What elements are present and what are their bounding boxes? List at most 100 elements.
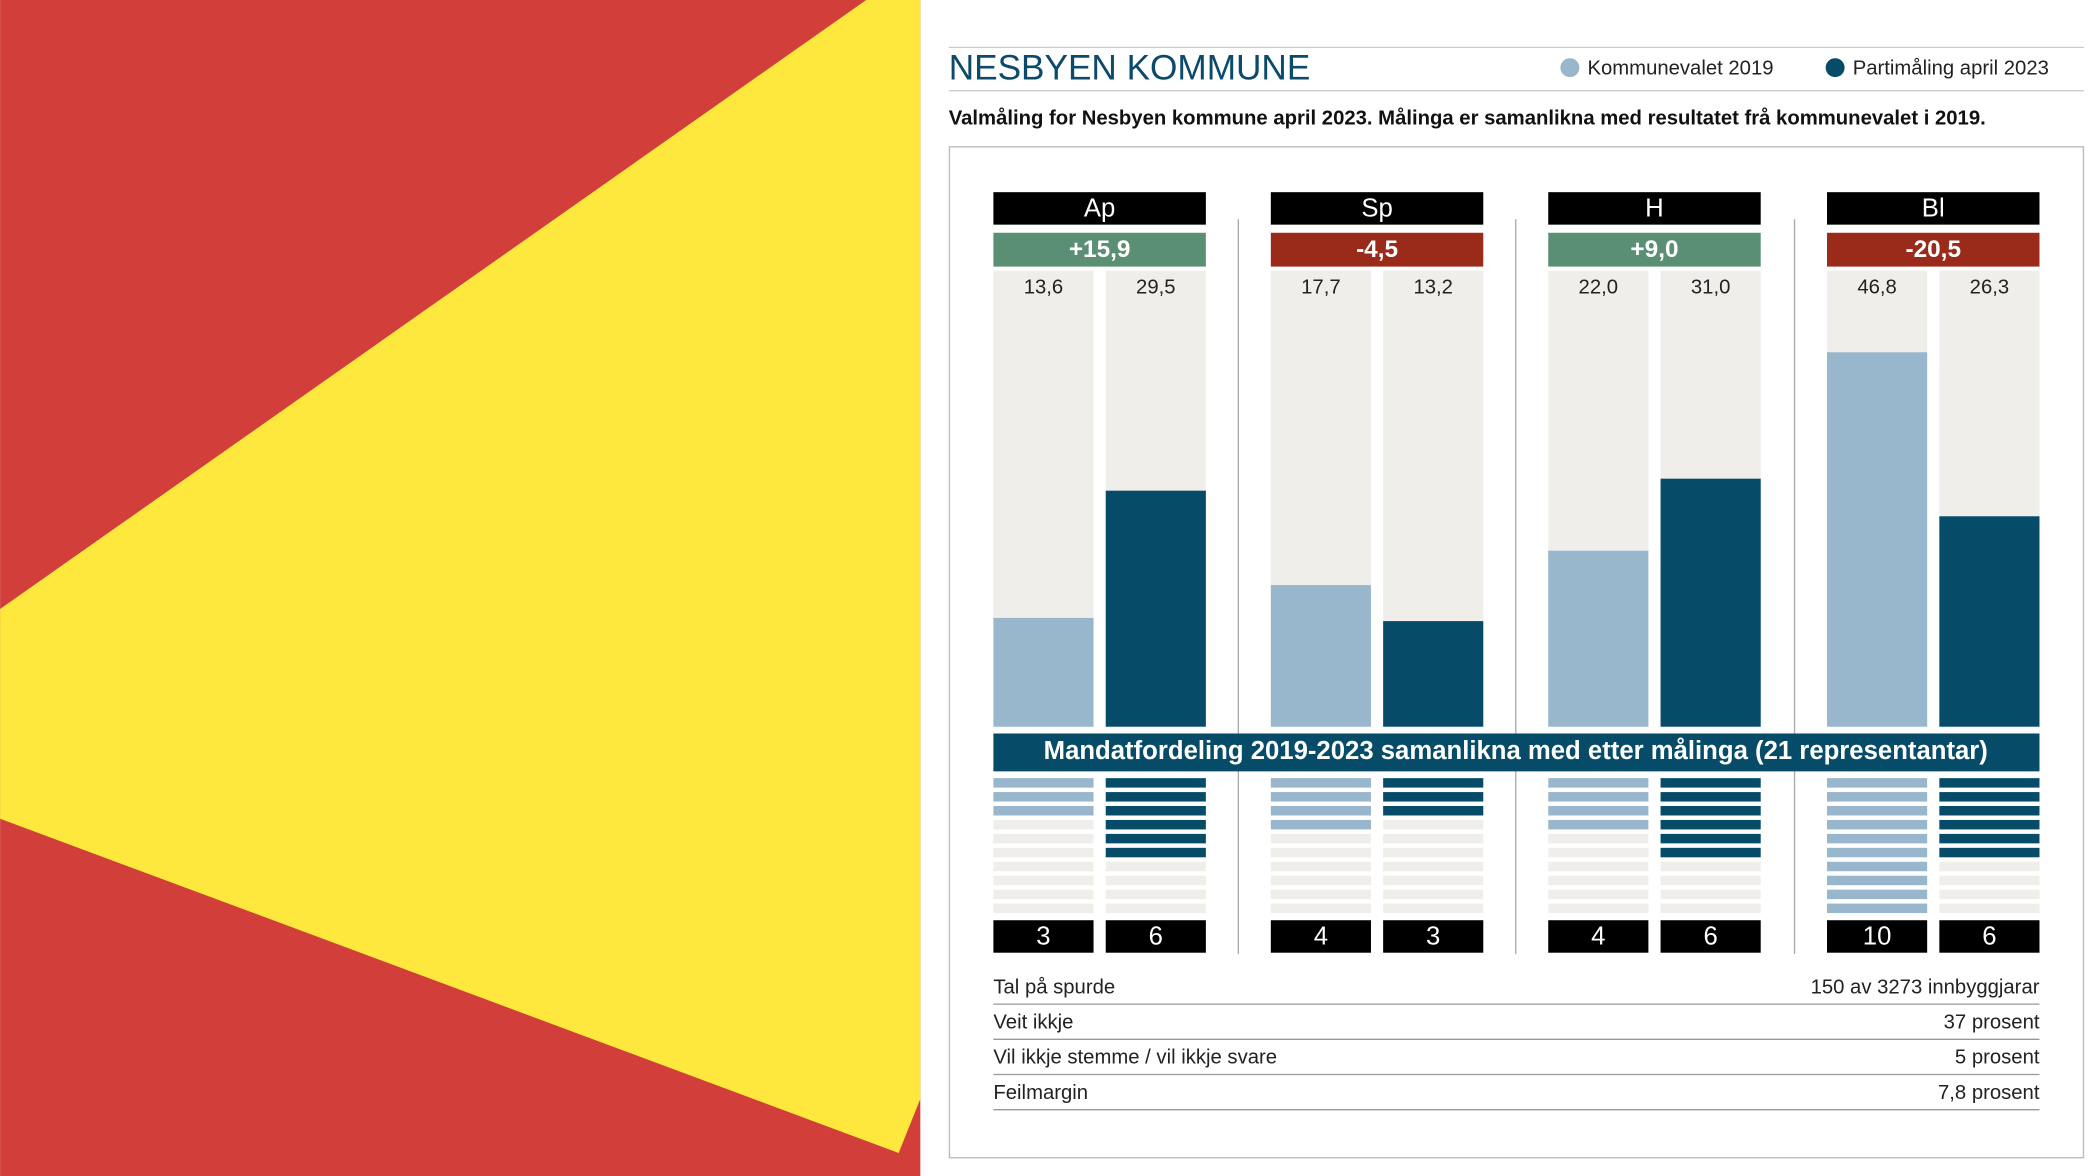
bar: [1270, 585, 1371, 727]
seat-count: 3: [1036, 923, 1050, 951]
change-box: [1827, 232, 2040, 267]
seat-slot: [1270, 903, 1371, 914]
fact-label: Feilmargin: [993, 1082, 1088, 1104]
seat-slot: [1270, 833, 1371, 844]
seat-slot: [1105, 889, 1206, 900]
seat-slot: [993, 903, 1094, 914]
seat-slot: [1548, 889, 1649, 900]
fact-value: 37 prosent: [1944, 1011, 2040, 1033]
seat-slot: [1548, 861, 1649, 872]
seat-count: 10: [1863, 923, 1892, 951]
seat-slot: [1383, 903, 1484, 914]
seat-count: 6: [1703, 923, 1717, 951]
seat: [1660, 833, 1761, 844]
seat: [993, 778, 1094, 788]
seat-slot: [1548, 875, 1649, 886]
legend-label: Partimåling april 2023: [1853, 57, 2049, 79]
seat: [1105, 778, 1206, 788]
seat-slot: [1105, 861, 1206, 872]
seat-count: 3: [1426, 923, 1440, 951]
seat-slot: [1383, 861, 1484, 872]
value-label: 13,6: [1024, 277, 1063, 299]
seat: [1383, 806, 1484, 816]
bar: [1827, 352, 1928, 727]
party-header: [1827, 192, 2040, 225]
seat-slot: [1105, 875, 1206, 886]
seat: [1660, 847, 1761, 858]
seat: [1270, 819, 1371, 830]
subtitle: Valmåling for Nesbyen kommune april 2023…: [949, 106, 1986, 129]
seat-slot: [1270, 875, 1371, 886]
seat-slot: [1548, 833, 1649, 844]
change-box: [1548, 232, 1761, 267]
bar: [1548, 550, 1649, 727]
seat-slot: [1660, 861, 1761, 872]
seat: [1827, 819, 1928, 830]
seat-box: [1270, 920, 1371, 953]
change-label: +9,0: [1630, 236, 1678, 263]
seat-slot: [993, 847, 1094, 858]
seat-box: [1827, 920, 1928, 953]
seat: [1827, 792, 1928, 802]
seat: [1827, 778, 1928, 788]
seat: [1105, 833, 1206, 844]
seat-slot: [1939, 875, 2040, 886]
seat-slot: [1660, 903, 1761, 914]
seat: [1270, 778, 1371, 788]
fact-value: 5 prosent: [1955, 1047, 2040, 1069]
seat: [1548, 819, 1649, 830]
seat-box: [1660, 920, 1761, 953]
seat-banner: [993, 733, 2040, 772]
legend-marker: [1560, 58, 1580, 78]
seat-slot: [1105, 903, 1206, 914]
seat-slot: [993, 875, 1094, 886]
seat: [1939, 833, 2040, 844]
seat-slot: [993, 833, 1094, 844]
fact-label: Veit ikkje: [993, 1011, 1073, 1033]
party-label: Bl: [1922, 195, 1945, 223]
seat-slot: [993, 861, 1094, 872]
seat-title: Mandatfordeling 2019-2023 samanlikna med…: [1044, 737, 1988, 765]
frame: [948, 146, 2085, 1159]
background-art: [0, 0, 921, 1153]
seat-slot: [1270, 889, 1371, 900]
seat-box: [1939, 920, 2040, 953]
seat-box: [1548, 920, 1649, 953]
seat: [1383, 778, 1484, 788]
legend-label: Kommunevalet 2019: [1587, 57, 1773, 79]
party-label: Sp: [1361, 195, 1392, 223]
change-label: -4,5: [1356, 236, 1398, 263]
seat: [1827, 847, 1928, 858]
seat: [1660, 778, 1761, 788]
bar: [1105, 490, 1206, 727]
seat: [1548, 778, 1649, 788]
seat-slot: [1548, 903, 1649, 914]
seat: [1939, 847, 2040, 858]
party-header: [1270, 192, 1484, 225]
seat-slot: [1383, 833, 1484, 844]
seat-slot: [1270, 861, 1371, 872]
seat-slot: [993, 819, 1094, 830]
seat: [993, 792, 1094, 802]
value-label: 17,7: [1301, 277, 1340, 299]
fact-label: Tal på spurde: [993, 976, 1115, 998]
change-label: -20,5: [1906, 236, 1962, 263]
legend-marker: [1825, 58, 1845, 78]
seat-slot: [1548, 847, 1649, 858]
seat-slot: [1939, 861, 2040, 872]
value-label: 22,0: [1579, 277, 1618, 299]
seat-count: 4: [1591, 923, 1605, 951]
seat: [1660, 819, 1761, 830]
value-label: 31,0: [1691, 277, 1730, 299]
seat-slot: [993, 889, 1094, 900]
seat: [1105, 806, 1206, 816]
seat: [1827, 861, 1928, 872]
change-label: +15,9: [1069, 236, 1131, 263]
seat: [1383, 792, 1484, 802]
bar: [1939, 516, 2040, 727]
party-header: [1548, 192, 1761, 225]
seat-slot: [1383, 889, 1484, 900]
seat-count: 4: [1314, 923, 1328, 951]
